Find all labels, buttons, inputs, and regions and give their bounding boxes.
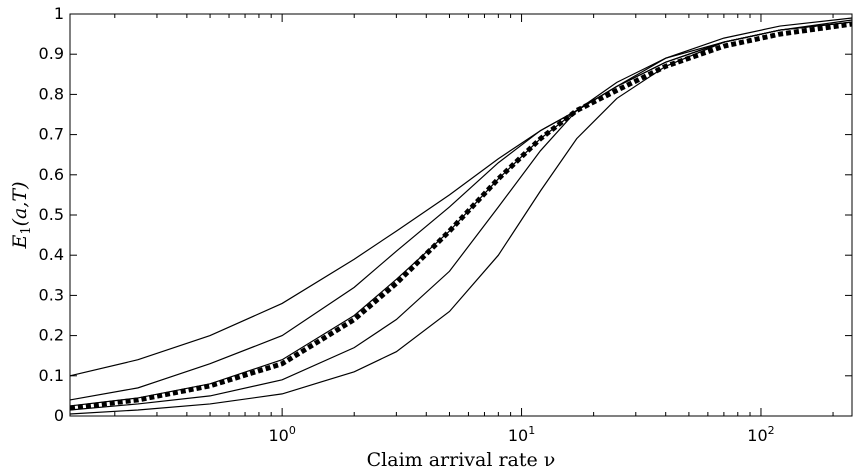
y-tick-label: 0.5 — [39, 205, 64, 224]
y-tick-label: 0.4 — [39, 245, 64, 264]
y-tick-label: 0.6 — [39, 165, 64, 184]
x-tick-label: 102 — [747, 424, 774, 445]
y-axis-label-sub: 1 — [19, 226, 34, 234]
plot-frame — [69, 13, 853, 417]
y-tick-label: 0.1 — [39, 366, 64, 385]
y-tick-label: 0 — [54, 406, 64, 425]
y-axis-label: E1(a,T) — [9, 181, 34, 249]
series-line-5 — [69, 21, 853, 411]
y-tick-label: 0.8 — [39, 84, 64, 103]
x-tick-label: 101 — [508, 424, 535, 445]
y-tick-label: 0.2 — [39, 326, 64, 345]
y-tick-label: 0.3 — [39, 285, 64, 304]
y-tick-label: 0.9 — [39, 44, 64, 63]
series-layer — [69, 17, 853, 415]
y-tick-label: 1 — [54, 4, 64, 23]
x-ticks: 100 101 102 — [114, 14, 834, 445]
series-line-3 — [69, 21, 853, 407]
y-tick-label: 0.7 — [39, 125, 64, 144]
y-axis-label-args: (a,T) — [9, 181, 31, 226]
y-ticks: 0 0.1 0.2 0.3 0.4 0.5 0.6 0.7 0.8 0.9 1 — [39, 4, 852, 425]
series-line-4 — [69, 21, 853, 411]
y-axis-label-main: E — [9, 235, 31, 250]
svg-text:E1(a,T): E1(a,T) — [9, 181, 34, 249]
series-line-2 — [69, 17, 853, 401]
x-tick-label: 100 — [268, 424, 295, 445]
plot-area — [70, 14, 852, 416]
x-axis-label: Claim arrival rate ν — [367, 449, 556, 471]
series-line-6 — [69, 21, 853, 415]
